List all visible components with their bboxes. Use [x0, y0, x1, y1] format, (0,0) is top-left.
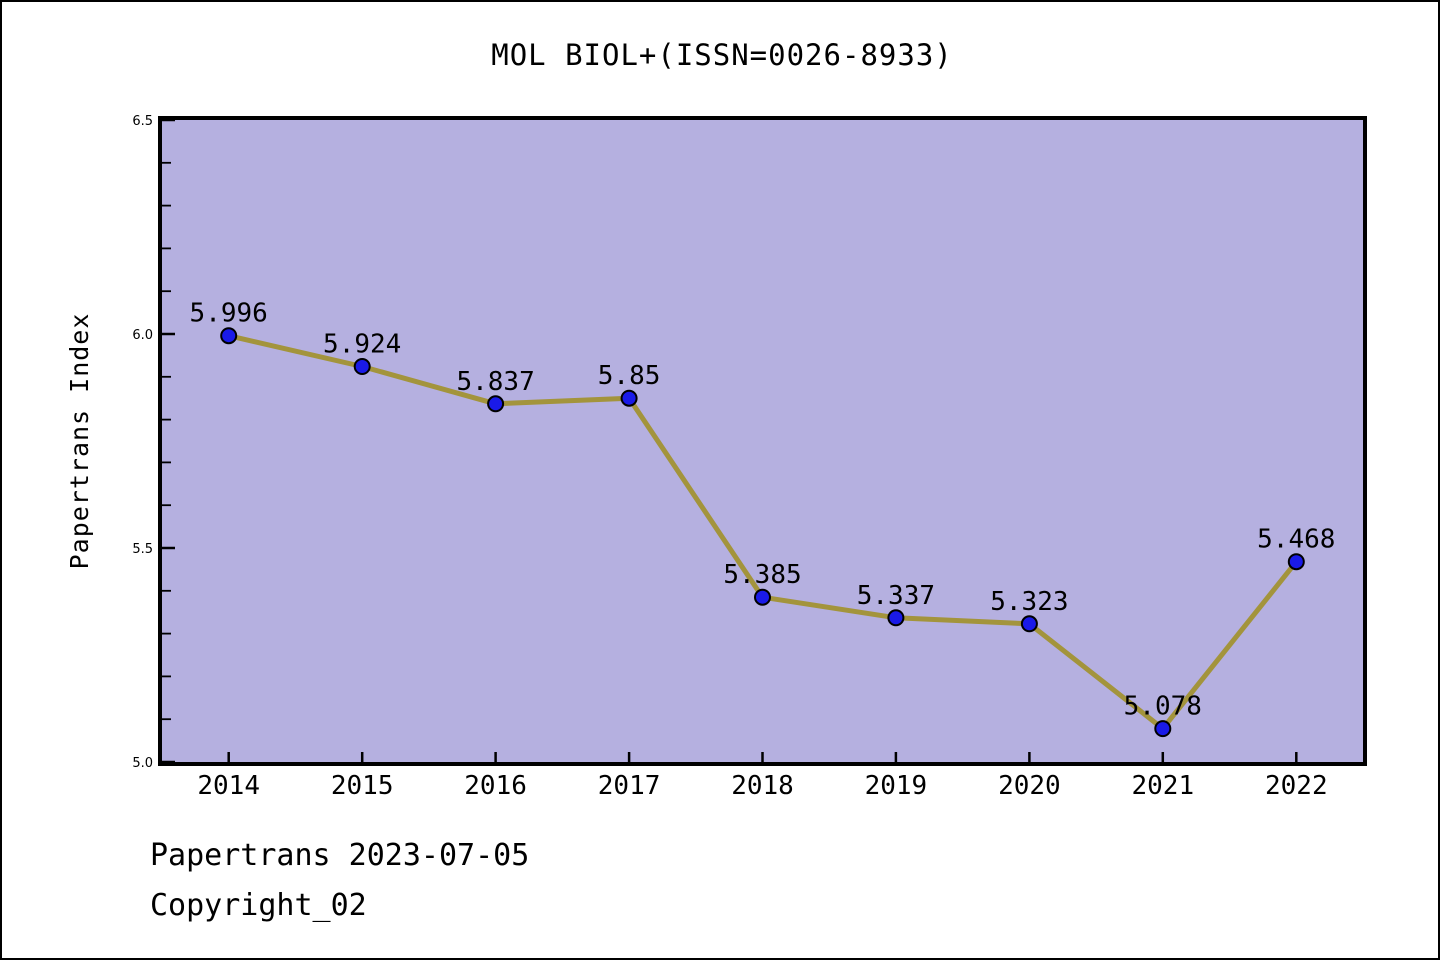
x-tick-label: 2020 — [998, 771, 1061, 801]
y-tick-label: 6.5 — [132, 114, 153, 129]
point-label: 5.837 — [456, 367, 534, 397]
data-point — [220, 327, 238, 345]
point-label: 5.323 — [990, 587, 1068, 617]
footer-copyright: Copyright_02 — [150, 888, 367, 923]
point-label: 5.468 — [1257, 525, 1335, 555]
x-tick-label: 2014 — [197, 771, 260, 801]
x-tick-label: 2021 — [1131, 771, 1194, 801]
data-point — [1154, 720, 1172, 738]
data-point — [754, 588, 771, 606]
data-point — [620, 389, 638, 407]
data-point — [353, 358, 371, 375]
data-point — [887, 609, 905, 627]
point-label: 5.924 — [323, 330, 401, 360]
data-point — [487, 395, 505, 413]
point-label: 5.996 — [190, 299, 268, 329]
data-point — [1287, 553, 1305, 571]
point-label: 5.337 — [857, 581, 935, 611]
point-label: 5.85 — [598, 361, 661, 391]
point-label: 5.385 — [723, 560, 801, 590]
x-tick-label: 2017 — [598, 771, 661, 801]
y-tick-label: 5.5 — [132, 542, 153, 557]
y-axis-title: Papertrans Index — [65, 313, 94, 570]
x-tick-label: 2018 — [731, 771, 794, 801]
y-tick-label: 6.0 — [132, 328, 153, 343]
x-tick-label: 2015 — [331, 771, 394, 801]
y-tick-label: 5.0 — [132, 756, 153, 771]
x-tick-label: 2016 — [464, 771, 527, 801]
plot-area — [158, 116, 1367, 766]
chart-title: MOL BIOL+(ISSN=0026-8933) — [491, 38, 953, 72]
point-label: 5.078 — [1124, 692, 1202, 722]
x-tick-label: 2019 — [865, 771, 928, 801]
data-point — [1020, 615, 1038, 633]
x-tick-label: 2022 — [1265, 771, 1328, 801]
footer-source-date: Papertrans 2023-07-05 — [150, 838, 530, 873]
